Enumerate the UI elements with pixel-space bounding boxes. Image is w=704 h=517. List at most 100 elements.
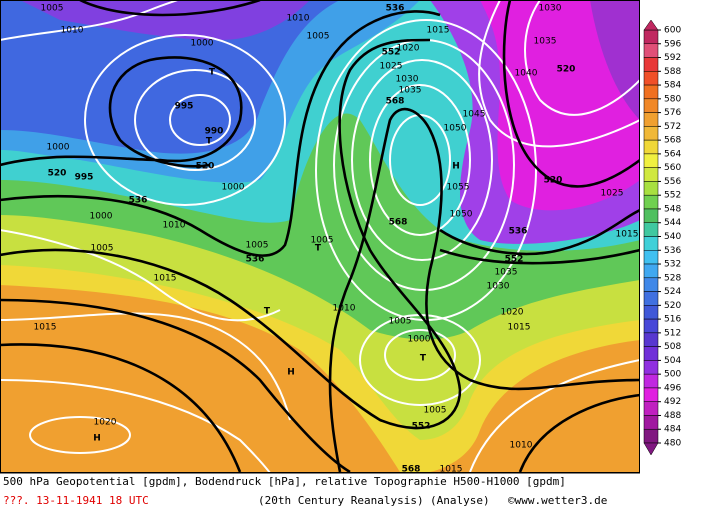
map-label: 552 [505, 255, 524, 265]
colorbar-segment [643, 43, 659, 58]
map-label: 1035 [534, 37, 557, 47]
map-label: 536 [509, 227, 528, 237]
colorbar-tick-label: 600 [664, 26, 681, 36]
colorbar-tick-label: 480 [664, 439, 681, 449]
map-label: 1000 [90, 212, 113, 222]
map-label: 1030 [539, 4, 562, 14]
map-label: 1020 [94, 418, 117, 428]
footer-source: (20th Century Reanalysis) [258, 494, 424, 507]
colorbar-segment [643, 57, 659, 72]
colorbar-segment [643, 181, 659, 196]
map-label: 1015 [154, 274, 177, 284]
map-label: 568 [402, 465, 421, 475]
colorbar-segment [643, 263, 659, 279]
isobar [84, 34, 286, 206]
colorbar-tick-label: 592 [664, 53, 681, 63]
colorbar-tick-label: 580 [664, 94, 681, 104]
colorbar-segment [643, 112, 659, 127]
contour [439, 208, 640, 256]
colorbar-tick-label: 512 [664, 328, 681, 338]
map-fill [480, 0, 640, 211]
map-label: 1045 [463, 110, 486, 120]
map-label: 1005 [246, 241, 269, 251]
colorbar-segment [643, 84, 659, 100]
isobar [0, 229, 281, 322]
map-label: 1005 [424, 406, 447, 416]
isobar [134, 69, 256, 171]
colorbar-tick-label: 584 [664, 81, 681, 91]
map-label: 1025 [380, 62, 403, 72]
map-label: 1030 [487, 282, 510, 292]
colorbar-segment [643, 71, 659, 86]
map-label: H [287, 368, 295, 378]
isobar [351, 59, 493, 261]
colorbar-tick-label: 484 [664, 425, 681, 435]
colorbar-tick-label: 544 [664, 218, 681, 228]
map-label: 1025 [601, 189, 624, 199]
map-label: 1010 [510, 441, 533, 451]
colorbar-tick-label: 528 [664, 273, 681, 283]
map-label: 1010 [61, 26, 84, 36]
colorbar-segment [643, 98, 659, 113]
map-label: 1020 [501, 308, 524, 318]
map-fill [590, 0, 640, 120]
map-label: 1005 [307, 32, 330, 42]
colorbar-tick-label: 564 [664, 149, 681, 159]
colorbar: 600 596 592 588 584 580 576 572 568 564 560 556 552 5… [643, 19, 681, 456]
isobar [469, 359, 640, 472]
footer-mode: (Analyse) [430, 494, 490, 507]
colorbar-segment [643, 126, 659, 141]
map-label: H [93, 434, 101, 444]
map-label: 520 [557, 65, 576, 75]
map-label: T [420, 354, 427, 364]
map-label: 1015 [440, 465, 463, 475]
isobar [384, 329, 456, 381]
colorbar-segment [643, 222, 659, 237]
colorbar-segment [643, 360, 659, 375]
colorbar-segment [643, 332, 659, 347]
map-label: 1030 [396, 75, 419, 85]
map-label: T [209, 68, 216, 78]
colorbar-segment [643, 318, 659, 334]
colorbar-tick-label: 548 [664, 204, 681, 214]
map-label: 1000 [222, 183, 245, 193]
footer-title: 500 hPa Geopotential [gpdm], Bodendruck … [3, 475, 566, 488]
footer-copyright: ©www.wetter3.de [508, 494, 607, 507]
contour [79, 0, 261, 17]
colorbar-segment [643, 373, 659, 389]
isobar [478, 0, 640, 148]
colorbar-tick-label: 520 [664, 301, 681, 311]
colorbar-tick-label: 536 [664, 246, 681, 256]
colorbar-tick-label: 516 [664, 315, 681, 325]
colorbar-tick-label: 540 [664, 232, 681, 242]
contour [439, 248, 640, 265]
geopotential-contours [0, 0, 640, 472]
colorbar-tick-label: 508 [664, 342, 681, 352]
map-label: 1005 [91, 244, 114, 254]
colorbar-cap [643, 442, 659, 456]
map-label: 1010 [163, 221, 186, 231]
isobar [169, 94, 231, 146]
colorbar-segment [643, 208, 659, 223]
isobar [315, 19, 537, 321]
footer-date: ???. 13-11-1941 18 UTC [3, 494, 149, 507]
map-label: 552 [382, 48, 401, 58]
contour [0, 343, 242, 472]
colorbar-tick-label: 488 [664, 411, 681, 421]
colorbar-segment [643, 428, 659, 444]
map-label: 536 [246, 255, 265, 265]
colorbar-tick-label: 588 [664, 67, 681, 77]
map-label: 1000 [408, 335, 431, 345]
colorbar-segment [643, 387, 659, 402]
colorbar-tick-label: 560 [664, 163, 681, 173]
map-label: 1015 [34, 323, 57, 333]
colorbar-segment [643, 250, 659, 265]
colorbar-segment [643, 401, 659, 416]
map-label: 1055 [447, 183, 470, 193]
map-fill [20, 0, 310, 40]
colorbar-segment [643, 167, 659, 182]
map-label: 520 [48, 169, 67, 179]
map-label: 995 [175, 102, 194, 112]
map-label: 1005 [389, 317, 412, 327]
